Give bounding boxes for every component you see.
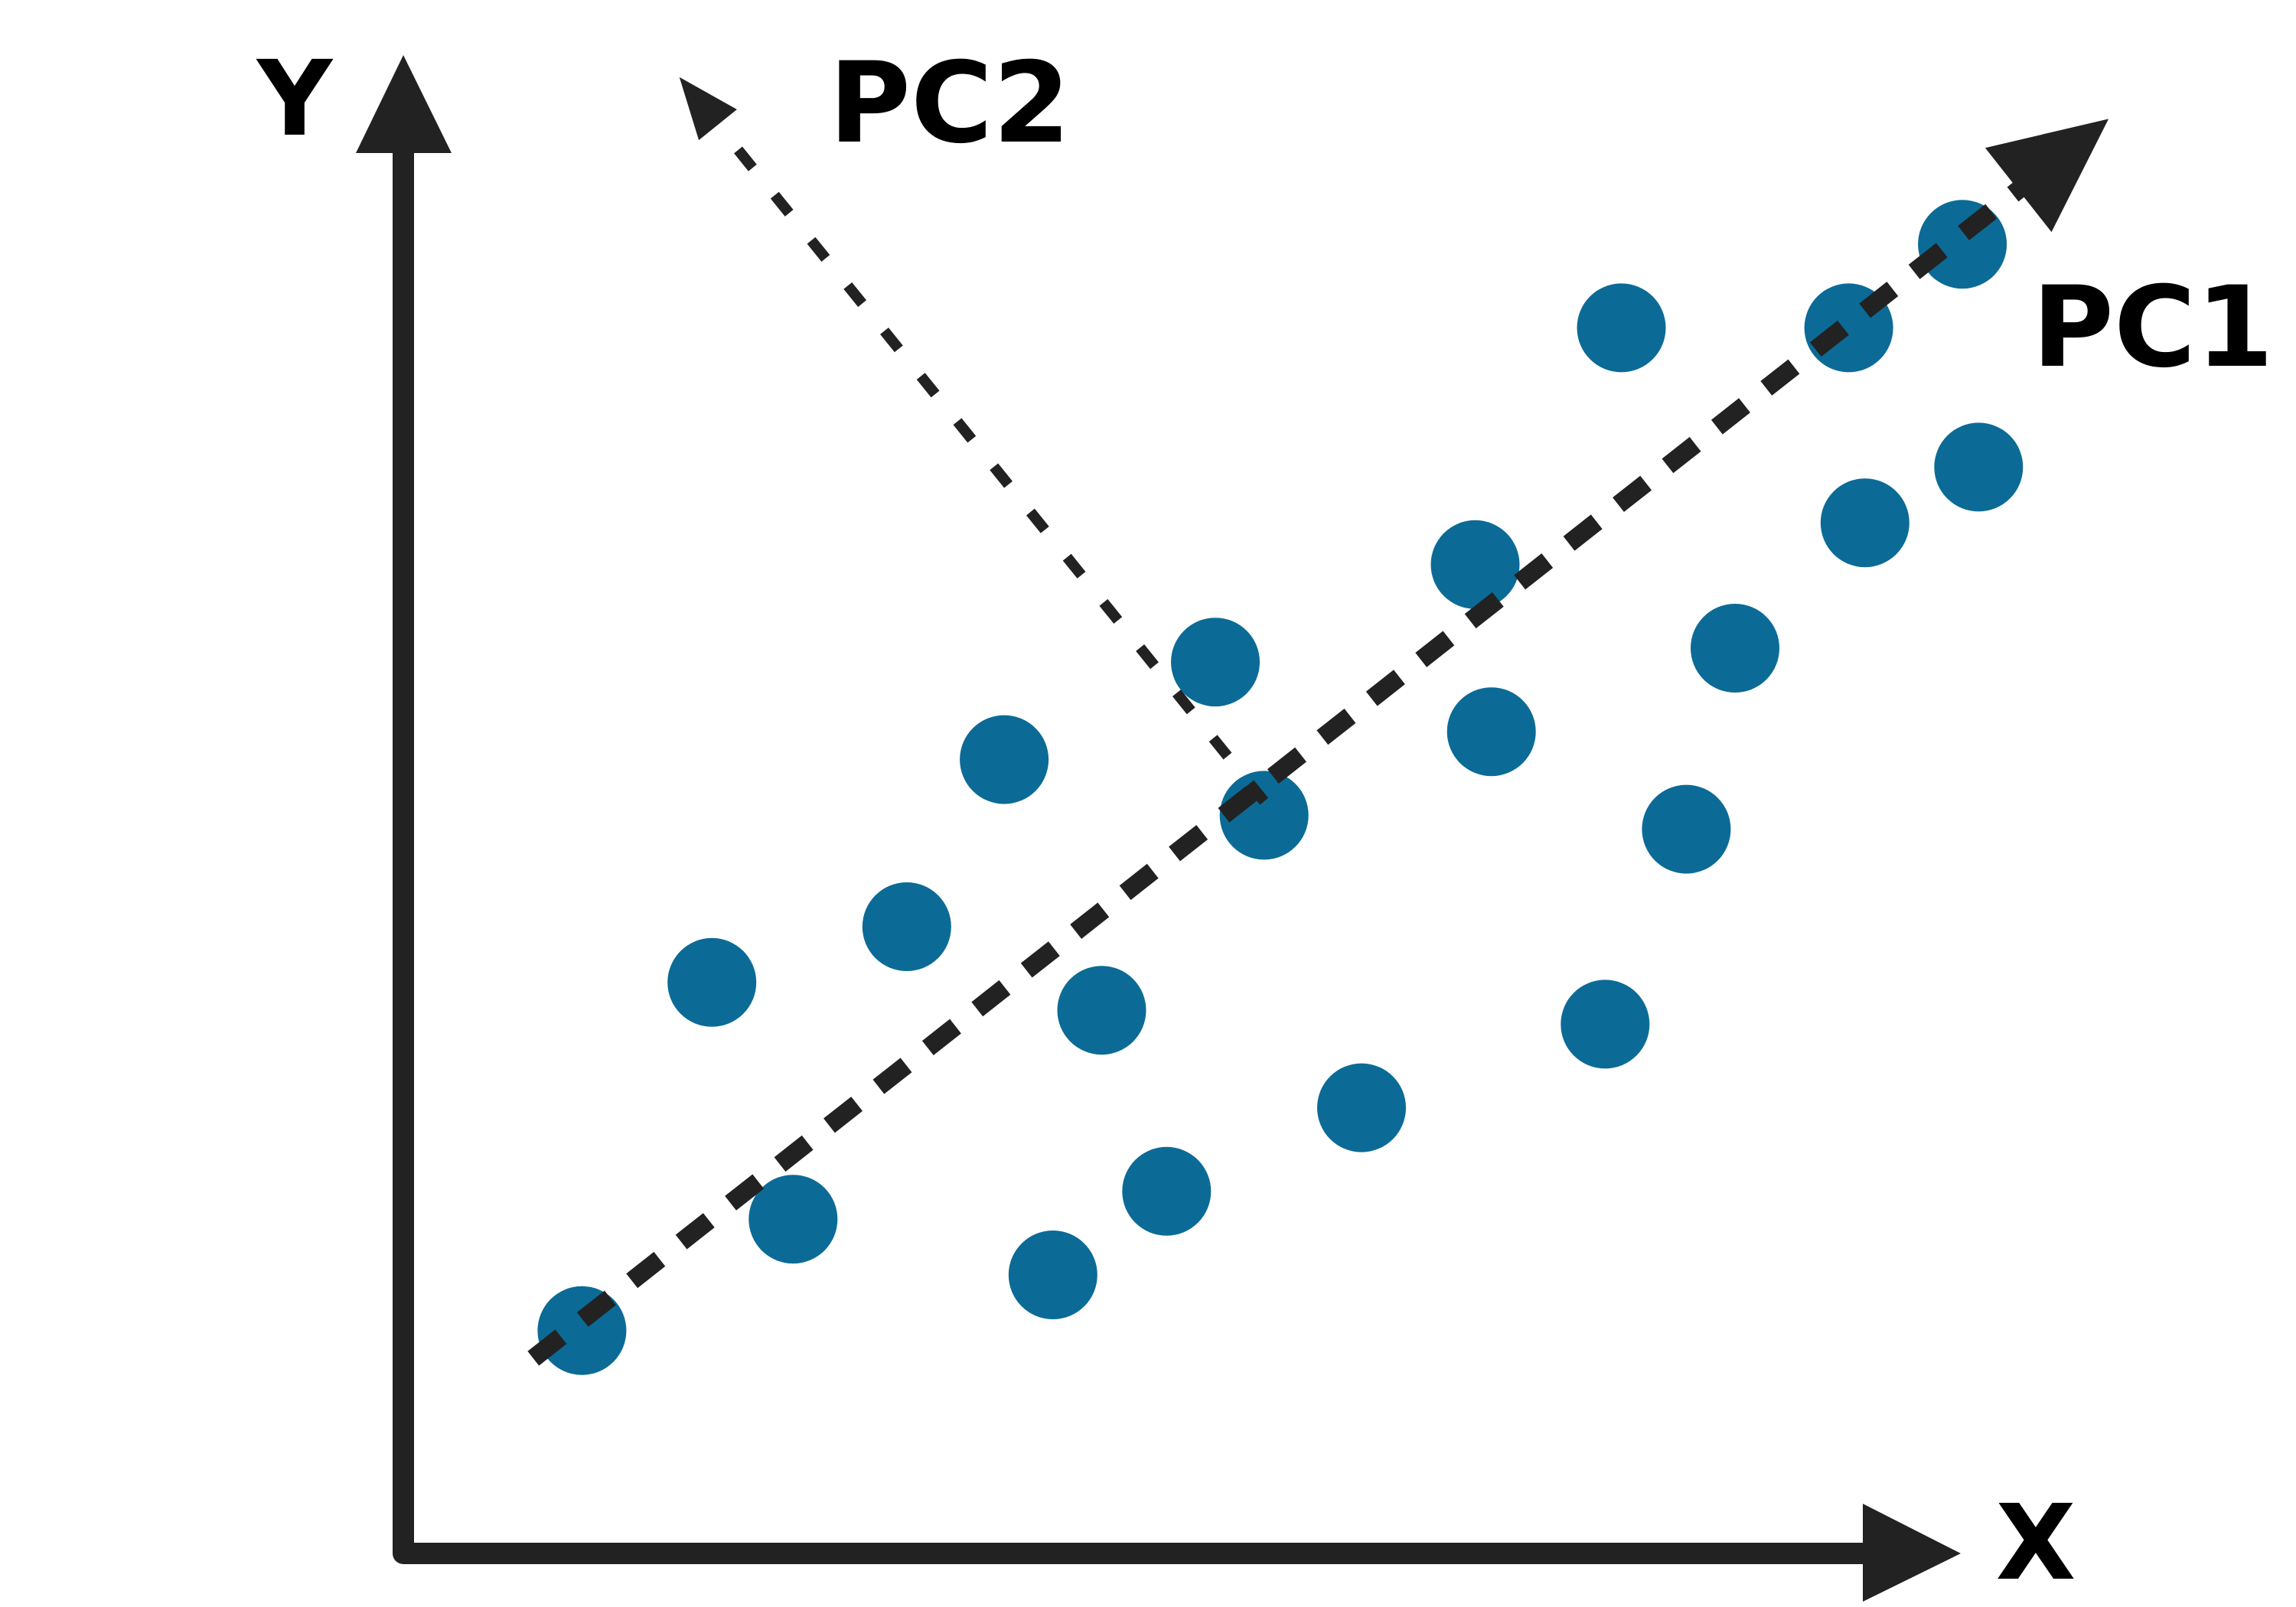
data-point bbox=[1691, 604, 1779, 693]
x-axis-label: X bbox=[1996, 1483, 2076, 1604]
pc2-axis-line bbox=[698, 102, 1269, 805]
data-point bbox=[1317, 1063, 1406, 1152]
data-point bbox=[537, 1286, 627, 1375]
data-point bbox=[1642, 784, 1731, 874]
data-point bbox=[1008, 1231, 1097, 1319]
pc2-arrow-head bbox=[679, 77, 737, 141]
data-points bbox=[537, 200, 2024, 1375]
data-point bbox=[1918, 200, 2007, 289]
data-point bbox=[1171, 618, 1260, 707]
pc2-label: PC2 bbox=[829, 38, 1071, 168]
principal-component-axes: PC1 PC2 bbox=[527, 38, 2274, 1366]
data-point bbox=[1934, 422, 2024, 512]
data-point bbox=[1430, 520, 1520, 609]
axis-lines bbox=[393, 131, 1901, 1564]
data-point bbox=[1057, 966, 1146, 1055]
data-point bbox=[960, 715, 1049, 804]
x-axis-arrow-head bbox=[1863, 1504, 1961, 1602]
data-point bbox=[1820, 478, 1910, 568]
data-point bbox=[1577, 283, 1666, 373]
pc1-label: PC1 bbox=[2032, 262, 2274, 393]
y-axis-arrow-head bbox=[356, 55, 452, 153]
data-point bbox=[1122, 1146, 1212, 1236]
pc1-axis-line bbox=[527, 154, 2060, 1366]
data-point bbox=[1561, 980, 1650, 1069]
data-point bbox=[667, 937, 757, 1027]
data-point bbox=[862, 882, 951, 971]
coordinate-axes: Y X bbox=[256, 39, 2076, 1604]
data-point bbox=[1446, 687, 1536, 777]
pc1-arrow-head bbox=[1985, 119, 2109, 233]
y-axis-label: Y bbox=[256, 39, 334, 160]
data-point bbox=[748, 1175, 838, 1264]
